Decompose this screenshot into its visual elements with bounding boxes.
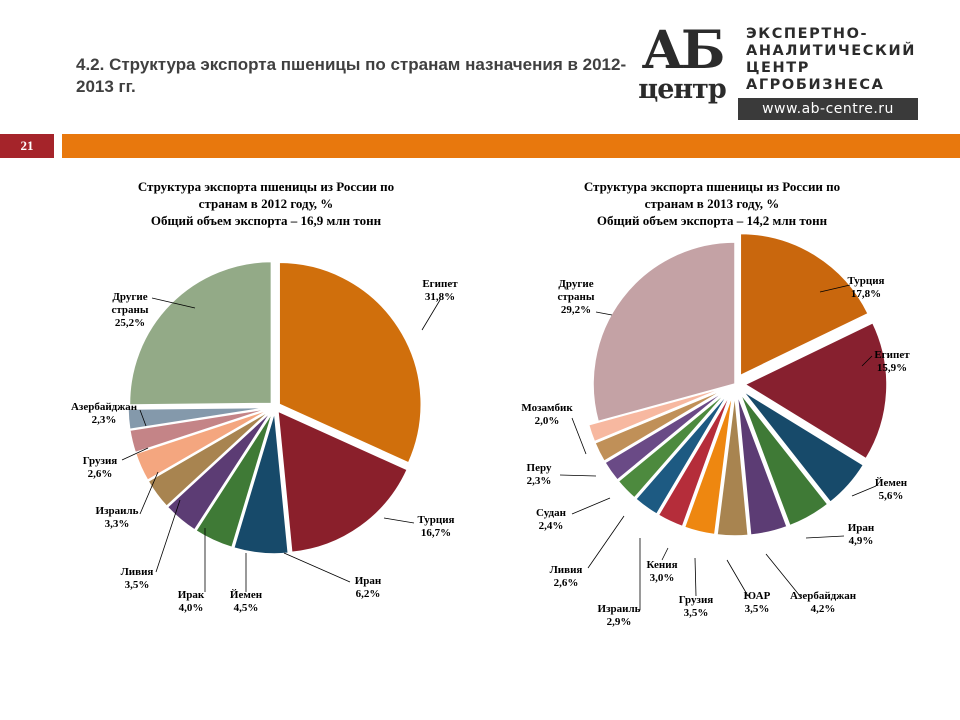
pie-slice — [736, 393, 789, 536]
chart-title-line: странам в 2012 году, % — [198, 196, 334, 211]
slice-label: Другие страны 25,2% — [112, 291, 149, 329]
chart-title-2013: Структура экспорта пшеницы из России по … — [532, 178, 892, 229]
slice-label: ЮАР 3,5% — [744, 590, 771, 615]
pie-slice — [741, 389, 865, 504]
leader-line — [851, 485, 877, 497]
pie-slice — [617, 390, 729, 499]
leader-line — [571, 417, 587, 455]
slice-label: Иран 4,9% — [848, 522, 875, 547]
slice-label: Перу 2,3% — [527, 462, 552, 487]
pie-slice — [277, 409, 409, 554]
slice-label: Израиль 3,3% — [96, 505, 139, 530]
leader-line — [694, 557, 697, 597]
pie-slice — [587, 386, 726, 443]
slice-label: Другие страны 29,2% — [558, 278, 595, 316]
slice-label: Турция 17,8% — [847, 275, 884, 300]
chart-title-line: странам в 2013 году, % — [644, 196, 780, 211]
chart-title-line: Структура экспорта пшеницы из России по — [583, 179, 841, 194]
slice-label: Ирак 4,0% — [178, 589, 205, 614]
pie-slice — [603, 389, 728, 482]
pie-slice — [128, 260, 273, 406]
pie-slice — [739, 232, 870, 377]
leader-line — [155, 499, 181, 573]
pie-slice — [683, 393, 734, 536]
slice-label: Кения 3,0% — [646, 559, 677, 584]
pie-slice — [592, 241, 736, 423]
pie-slice — [634, 391, 730, 516]
leader-line — [139, 409, 147, 427]
chart-title-2012: Структура экспорта пшеницы из России по … — [86, 178, 446, 229]
leader-line — [571, 497, 611, 515]
pie-slice — [716, 393, 750, 537]
leader-line — [139, 471, 159, 515]
pie-slice — [593, 387, 727, 463]
leader-line — [559, 474, 597, 477]
leader-line — [765, 553, 801, 597]
slice-label: Турция 16,7% — [417, 514, 454, 539]
pie-slice — [743, 321, 888, 460]
slice-label: Мозамбик 2,0% — [521, 402, 573, 427]
pie-slice — [127, 406, 271, 431]
logo-line: ЭКСПЕРТНО- — [746, 26, 869, 42]
header-band — [62, 134, 960, 158]
slice-label: Египет 15,9% — [874, 349, 910, 374]
pie-slice — [166, 410, 273, 532]
slice-label: Египет 31,8% — [422, 278, 458, 303]
leader-line — [283, 552, 351, 583]
leader-line — [421, 299, 441, 331]
leader-line — [805, 535, 845, 539]
leader-line — [383, 517, 415, 524]
pie-slice — [147, 409, 272, 508]
pie-slice — [739, 392, 829, 527]
slice-label: Йемен 4,5% — [230, 589, 263, 614]
leader-line — [661, 547, 669, 561]
logo-mark-bottom: центр — [638, 74, 726, 104]
slide-number: 21 — [0, 134, 54, 158]
leader-line — [726, 559, 749, 597]
chart-title-line: Структура экспорта пшеницы из России по — [137, 179, 395, 194]
leader-line — [151, 297, 196, 309]
leader-line — [595, 311, 613, 316]
slice-label: Израиль 2,9% — [598, 603, 641, 628]
logo-url[interactable]: www.ab-centre.ru — [738, 98, 918, 120]
slice-label: Азербайджан 4,2% — [790, 590, 857, 615]
chart-title-line: Общий объем экспорта – 14,2 млн тонн — [596, 213, 828, 228]
slice-label: Азербайджан 2,3% — [71, 401, 138, 426]
slice-label: Йемен 5,6% — [875, 477, 908, 502]
chart-title-line: Общий объем экспорта – 16,9 млн тонн — [150, 213, 382, 228]
logo-line: АНАЛИТИЧЕСКИЙ — [746, 43, 916, 59]
slice-label: Ливия 2,6% — [550, 564, 583, 589]
slice-label: Судан 2,4% — [536, 507, 567, 532]
logo-wordmark: ЭКСПЕРТНО- АНАЛИТИЧЕСКИЙ ЦЕНТР АГРОБИЗНЕ… — [746, 26, 916, 94]
leader-line — [861, 355, 873, 367]
logo-line: АГРОБИЗНЕСА — [746, 77, 885, 93]
leader-line — [121, 447, 149, 461]
page-title: 4.2. Структура экспорта пшеницы по стран… — [76, 55, 627, 96]
logo-mark-top: АБ — [642, 22, 723, 81]
pie-slice — [194, 411, 274, 549]
slice-label: Иран 6,2% — [355, 575, 382, 600]
pie-slice — [232, 411, 290, 555]
leader-line — [819, 284, 851, 293]
slice-label: Грузия 3,5% — [679, 594, 714, 619]
slice-label: Ливия 3,5% — [121, 566, 154, 591]
pie-slice — [657, 392, 732, 528]
leader-line — [587, 515, 625, 569]
logo-line: ЦЕНТР — [746, 60, 811, 76]
ab-logo-icon: АБ центр — [638, 22, 727, 104]
pie-slice — [278, 261, 422, 464]
slice-label: Грузия 2,6% — [83, 455, 118, 480]
